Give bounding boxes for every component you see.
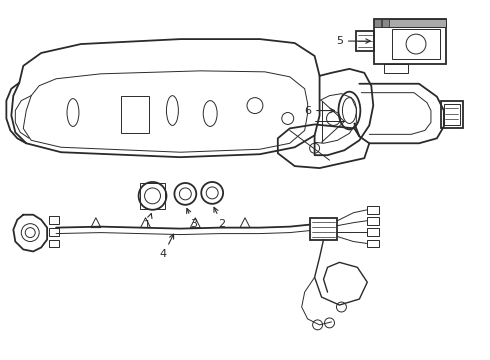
Bar [49,239,59,247]
Bar [49,228,59,235]
Bar [382,19,389,27]
Bar [374,19,446,64]
Text: 4: 4 [160,234,173,260]
Text: 2: 2 [214,207,226,229]
Bar [368,239,379,247]
Bar [444,104,460,125]
Bar [374,19,446,27]
Bar [368,217,379,225]
Text: 1: 1 [144,213,152,230]
Text: 3: 3 [187,208,197,229]
Bar [368,206,379,214]
Bar [140,183,166,209]
Bar [374,19,381,27]
Bar [121,96,148,133]
Bar [384,64,408,73]
Bar [441,100,463,129]
Bar [392,29,440,59]
Bar [49,216,59,224]
Bar [310,218,338,239]
Bar [368,228,379,235]
Text: 6: 6 [304,105,335,116]
Text: 5: 5 [336,36,370,46]
Bar [356,31,374,51]
